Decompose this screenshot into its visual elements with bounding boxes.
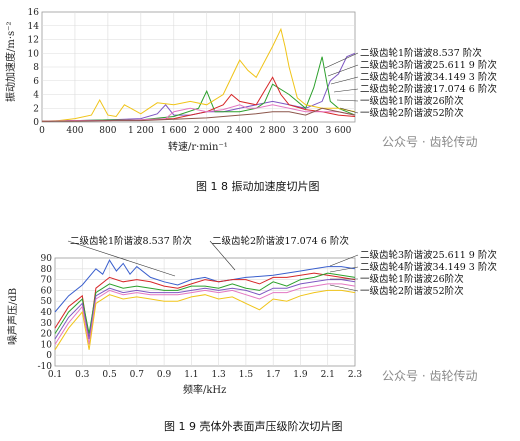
y-tick-label: 40 — [41, 308, 53, 318]
y-tick-label: 4 — [33, 91, 39, 101]
x-tick-label: 0.5 — [102, 370, 117, 380]
legend-label: 一级齿轮2阶谐波52阶次 — [360, 107, 464, 119]
y-tick-label: 12 — [28, 36, 39, 46]
legend-label: 一级齿轮2阶谐波52阶次 — [360, 285, 464, 297]
x-tick-label: 1.3 — [211, 370, 226, 380]
x-tick-label: 3 200 — [293, 126, 319, 136]
figure18-caption: 图 1 8 振动加速度切片图 — [196, 179, 320, 193]
y-tick-label: 80 — [41, 265, 53, 275]
legend-label: 二级齿轮3阶谐波25.611 9 阶次 — [360, 249, 497, 261]
legend-label: 二级齿轮1阶谐波8.537 阶次 — [360, 47, 482, 59]
x-tick-label: 1 600 — [161, 126, 187, 136]
series-line-3 — [41, 76, 356, 122]
y-tick-label: 0 — [33, 118, 39, 128]
legend-label: 二级齿轮3阶谐波25.611 9 阶次 — [360, 59, 497, 71]
chart2-y-axis-label: 噪声声压/dB — [6, 288, 19, 345]
series-line-5 — [41, 104, 356, 122]
legend-label: 二级齿轮4阶谐波34.149 3 阶次 — [360, 261, 497, 273]
leader-line — [209, 240, 236, 271]
leader-line — [339, 107, 359, 114]
y-tick-label: 14 — [28, 22, 40, 32]
x-tick-label: 2.3 — [348, 370, 363, 380]
leader-line — [329, 284, 359, 292]
series-line-4 — [41, 27, 356, 122]
x-tick-label: 1.5 — [239, 370, 254, 380]
legend-label: 一级齿轮1阶谐波26阶次 — [360, 273, 464, 285]
series-line-6 — [54, 289, 356, 351]
x-tick-label: 2.1 — [321, 370, 335, 380]
leader-line — [324, 52, 359, 69]
y-tick-label: 20 — [41, 330, 53, 340]
x-tick-label: 0.7 — [130, 370, 145, 380]
y-tick-label: 70 — [41, 276, 53, 286]
x-tick-label: 0.1 — [48, 370, 62, 380]
x-tick-label: 1.7 — [266, 370, 281, 380]
y-tick-label: 60 — [41, 286, 53, 296]
y-tick-label: 90 — [41, 254, 53, 264]
vibration-chart: 0 2 4 6 8 10 12 14 16 0 400 800 1 200 1 600 2 000 2 400… — [4, 8, 497, 193]
leader-line — [329, 254, 359, 267]
legend-label: 二级齿轮4阶谐波34.149 3 阶次 — [360, 71, 497, 83]
y-tick-label: 50 — [41, 297, 53, 307]
leader-line — [330, 76, 359, 85]
figure19-caption: 图 1 9 壳体外表面声压级阶次切片图 — [164, 419, 343, 433]
legend-label: 二级齿轮2阶谐波17.074 6 阶次 — [212, 235, 349, 247]
series-line-2 — [54, 272, 356, 340]
leader-line — [333, 88, 359, 93]
series-line-3 — [54, 272, 356, 334]
leader-line — [336, 99, 359, 102]
x-tick-label: 400 — [66, 126, 83, 136]
x-tick-label: 800 — [99, 126, 116, 136]
legend-label: 二级齿轮1阶谐波8.537 阶次 — [70, 235, 192, 247]
y-tick-label: 8 — [33, 63, 39, 73]
series-line-4 — [54, 279, 356, 340]
legend-label: 一级齿轮1阶谐波26阶次 — [360, 95, 464, 107]
y-tick-label: 6 — [33, 77, 39, 87]
leader-line — [67, 240, 176, 277]
watermark: 公众号 · 齿轮传动 — [382, 134, 477, 149]
x-tick-label: 0.3 — [75, 370, 90, 380]
x-tick-label: 2 800 — [260, 126, 286, 136]
y-tick-label: 10 — [28, 49, 40, 59]
y-tick-label: 30 — [41, 319, 53, 329]
x-tick-label: 2 000 — [194, 126, 220, 136]
watermark-2: 公众号 · 齿轮传动 — [382, 368, 477, 383]
chart2-x-axis-label: 频率/kHz — [183, 383, 226, 396]
series-line-1 — [54, 259, 356, 313]
chart1-x-axis-label: 转速/r·min⁻¹ — [168, 140, 228, 153]
x-tick-label: 3 600 — [326, 126, 352, 136]
x-tick-label: 2 400 — [227, 126, 253, 136]
leader-line — [329, 266, 359, 273]
x-tick-label: 1.9 — [293, 370, 308, 380]
series-line-1 — [41, 52, 356, 122]
y-tick-label: 2 — [33, 104, 39, 114]
chart1-y-axis-label: 振动加速度/m·s⁻² — [4, 22, 17, 102]
y-tick-label: -10 — [38, 362, 53, 372]
x-tick-label: 0.9 — [157, 370, 172, 380]
x-tick-label: 1 200 — [128, 126, 154, 136]
x-tick-label: 1.1 — [184, 370, 198, 380]
leader-line — [327, 64, 359, 77]
series-line-5 — [54, 283, 356, 345]
y-tick-label: 10 — [41, 340, 53, 350]
y-tick-label: 16 — [28, 8, 40, 18]
x-tick-label: 0 — [39, 126, 45, 136]
series-line-6 — [42, 107, 356, 122]
y-tick-label: 0 — [46, 351, 52, 361]
legend-label: 二级齿轮2阶谐波17.074 6 阶次 — [360, 83, 497, 95]
